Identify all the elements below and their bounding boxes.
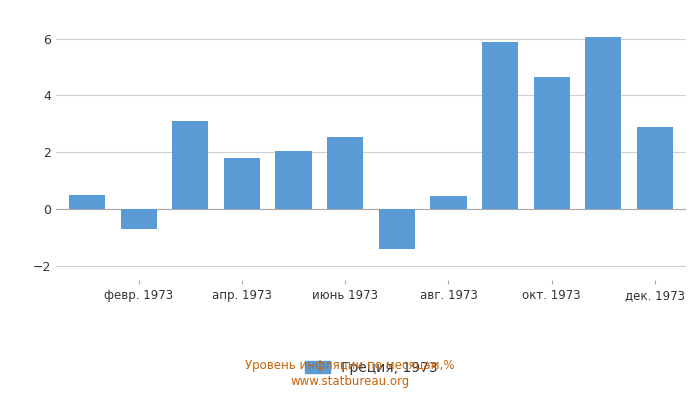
Bar — [482, 42, 518, 209]
Bar — [585, 37, 622, 209]
Bar — [120, 209, 157, 229]
Bar — [430, 196, 466, 209]
Legend: Греция, 1973: Греция, 1973 — [304, 361, 438, 375]
Text: www.statbureau.org: www.statbureau.org — [290, 376, 410, 388]
Text: Уровень инфляции по месяцам,%: Уровень инфляции по месяцам,% — [245, 360, 455, 372]
Bar — [69, 195, 105, 209]
Bar — [224, 158, 260, 209]
Bar — [533, 77, 570, 209]
Bar — [172, 121, 209, 209]
Bar — [276, 151, 312, 209]
Bar — [379, 209, 415, 249]
Bar — [637, 127, 673, 209]
Bar — [327, 137, 363, 209]
